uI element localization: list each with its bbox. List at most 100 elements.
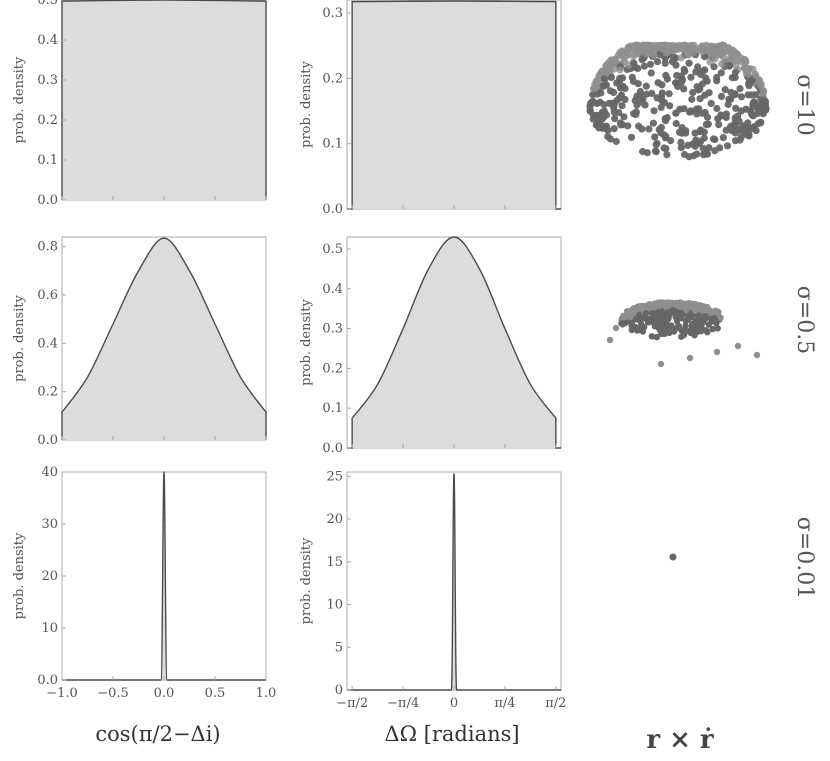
y-tick-label: 0.1: [322, 137, 343, 152]
scatter-point: [693, 110, 701, 118]
scatter-point: [642, 50, 650, 58]
scatter-point: [607, 73, 616, 81]
y-tick-label: 10: [326, 598, 343, 613]
y-tick-label: 0.0: [37, 433, 58, 448]
scatter-point: [703, 113, 712, 121]
x-label-col2: ΔΩ [radians]: [384, 722, 519, 746]
scatter-point: [637, 92, 645, 100]
scatter-point: [748, 110, 756, 118]
scatter-point: [756, 119, 765, 127]
scatter-point: [632, 41, 640, 49]
scatter-point: [714, 115, 722, 123]
scatter-point: [592, 111, 600, 119]
scatter-point: [618, 49, 626, 57]
scatter-point: [638, 56, 646, 64]
scatter-point: [680, 41, 688, 49]
scatter-point: [717, 92, 726, 100]
scatter-point: [729, 121, 738, 129]
x-label-col3: r × ṙ: [646, 725, 714, 755]
scatter-point: [717, 69, 725, 77]
y-axis-label: prob. density: [12, 294, 27, 381]
scatter-point: [618, 121, 627, 129]
scatter-point: [651, 45, 659, 53]
scatter-point: [644, 42, 652, 50]
scatter-point: [650, 51, 658, 60]
scatter-point: [686, 354, 694, 362]
y-axis-label: prob. density: [299, 298, 314, 385]
scatter-point: [657, 123, 666, 132]
scatter-point: [727, 95, 735, 103]
scatter-point: [744, 119, 752, 127]
scatter-point: [744, 68, 752, 76]
scatter-point: [692, 46, 700, 54]
scatter-point: [632, 316, 639, 323]
scatter-point: [596, 122, 604, 130]
scatter-point: [651, 147, 660, 155]
y-tick-label: 20: [326, 512, 343, 527]
scatter-point: [665, 90, 673, 98]
y-axis-label: prob. density: [299, 537, 314, 624]
scatter-point: [647, 69, 655, 77]
scatter-point: [756, 80, 765, 88]
scatter-point: [731, 61, 740, 70]
scatter-point: [648, 333, 656, 340]
scatter-point: [696, 85, 704, 93]
scatter-point: [657, 360, 665, 368]
scatter-point: [737, 133, 745, 141]
y-tick-label: 0.4: [37, 336, 58, 351]
scatter-point: [621, 84, 629, 93]
scatter-point: [758, 99, 767, 107]
scatter-point: [696, 95, 704, 103]
scatter-point: [652, 141, 660, 149]
scatter-point: [684, 141, 692, 149]
scatter-point: [675, 128, 684, 136]
scatter-point: [665, 324, 672, 331]
scatter-point: [655, 50, 663, 59]
scatter-point: [749, 100, 757, 108]
scatter-point: [595, 73, 603, 81]
y-tick-label: 0.8: [37, 240, 58, 255]
scatter-point: [600, 82, 608, 90]
scatter-point: [714, 325, 721, 332]
scatter-point: [709, 325, 716, 333]
scatter-point: [722, 44, 730, 52]
density-curve: [62, 471, 266, 681]
scatter-point: [701, 315, 708, 323]
scatter-point: [610, 88, 618, 96]
scatter-point: [705, 89, 713, 97]
scatter-point: [651, 133, 659, 141]
scatter-point: [670, 53, 678, 61]
scatter-point: [615, 77, 624, 85]
scatter-point: [692, 317, 699, 324]
scatter-point: [702, 120, 710, 129]
scatter-point: [706, 58, 714, 66]
scatter-point: [612, 137, 620, 146]
scatter-point: [692, 304, 700, 311]
scatter-point: [642, 310, 650, 317]
scatter-point: [674, 323, 682, 330]
x-tick-label: −1.0: [46, 686, 78, 701]
x-tick-label: 0: [450, 696, 458, 711]
scatter-point: [712, 308, 719, 315]
scatter-point: [660, 41, 669, 50]
scatter-point: [719, 134, 728, 142]
scatter-point: [620, 113, 628, 121]
scatter-point: [674, 318, 681, 325]
scatter-point: [662, 132, 670, 140]
y-tick-label: 30: [41, 517, 58, 532]
scatter-point: [707, 99, 715, 108]
scatter-point: [634, 80, 642, 88]
scatter-point: [628, 73, 636, 81]
scatter-point: [627, 133, 636, 141]
scatter-point: [747, 125, 755, 133]
x-label-col1: cos(π/2−Δi): [95, 722, 220, 746]
scatter-point: [688, 322, 696, 330]
scatter-point: [687, 329, 694, 337]
scatter-panels: [586, 41, 770, 561]
scatter-point: [718, 60, 726, 68]
scatter-point: [698, 109, 707, 117]
scatter-point: [713, 104, 721, 113]
x-tick-label: π/4: [494, 696, 515, 711]
scatter-point: [661, 59, 669, 67]
